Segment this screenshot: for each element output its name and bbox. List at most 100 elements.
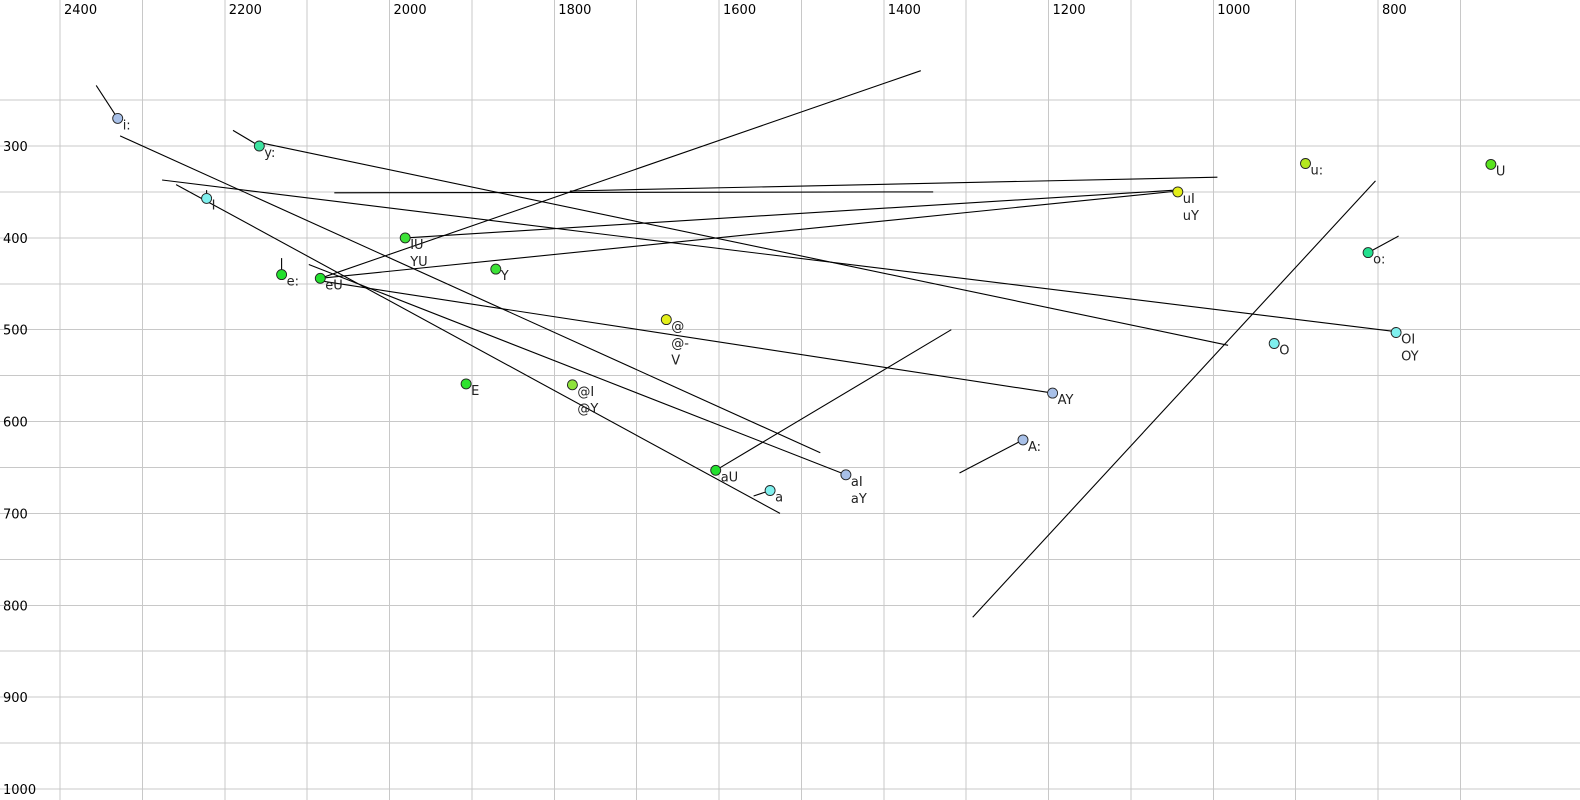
vowel-dot-aU	[710, 464, 722, 476]
trajectory-line	[334, 191, 934, 194]
y-tick-label-300: 300	[3, 140, 28, 155]
vowel-dot-e:	[276, 269, 288, 281]
trajectory-line	[1367, 235, 1399, 254]
y-tick-label-1000: 1000	[3, 783, 36, 798]
vowel-point-group: E	[460, 378, 479, 399]
trajectory-line	[959, 439, 1024, 474]
x-tick-label-1600: 1600	[723, 3, 756, 18]
vowel-dot-A:	[1017, 434, 1029, 446]
x-tick-label-1400: 1400	[888, 3, 921, 18]
vowel-point-group: i:	[112, 112, 131, 133]
vowel-dot-eU	[314, 272, 326, 284]
vowel-point-group: aI aY	[840, 469, 867, 507]
vowel-dot-i:	[112, 112, 124, 124]
vowel-point-group: eU	[314, 272, 343, 293]
vowel-dot-IU	[399, 232, 411, 244]
vowel-label-@Y: @Y	[577, 402, 598, 417]
vowel-point-group: @ @- V	[660, 314, 689, 369]
vowel-label-OY: OY	[1401, 350, 1419, 365]
vowel-label-@: @	[671, 320, 684, 335]
trajectory-line	[262, 142, 1229, 346]
vowel-label-aU: aU	[721, 470, 738, 485]
trajectory-line	[972, 180, 1376, 618]
vowel-dot-y:	[253, 140, 265, 152]
vowel-point-group: y:	[253, 140, 275, 161]
trajectory-line	[315, 279, 1053, 394]
vowel-label-IU: IU	[410, 238, 423, 253]
vowel-label-O: O	[1279, 344, 1289, 359]
vowel-point-group: U	[1485, 158, 1506, 179]
x-tick-label-800: 800	[1382, 3, 1407, 18]
vowel-label-uI: uI	[1183, 192, 1195, 207]
vowel-label-YU: YU	[409, 255, 427, 270]
x-tick-label-2200: 2200	[229, 3, 262, 18]
trajectory-line	[405, 189, 1177, 239]
vowel-label-aI: aI	[851, 475, 863, 490]
vowel-label-eU: eU	[325, 278, 343, 293]
x-tick-label-1200: 1200	[1053, 3, 1086, 18]
x-axis-tick-labels: 2400 2200 2000 1800 1600 1400 1200 1000 800	[64, 3, 1407, 18]
trajectory-line	[175, 184, 781, 514]
vowel-point-group: @I @Y	[566, 379, 598, 417]
vowel-dot-uI	[1172, 186, 1184, 198]
x-tick-label-1800: 1800	[558, 3, 591, 18]
vowel-label-I: I	[212, 198, 216, 213]
trajectory-line	[320, 70, 921, 279]
vowel-dot-o:	[1362, 247, 1374, 259]
vowel-label-e:: e:	[287, 275, 299, 290]
vowel-dot-Y	[490, 263, 502, 275]
vowel-point-group: IU YU	[399, 232, 428, 270]
vowel-point-group: A:	[1017, 434, 1041, 455]
data-point-layer: i: y: I IU YU e: eU Y @ @- V E @I @Y aU aI aY a AY A: uI uY u:…	[112, 112, 1506, 507]
vowel-label-A:: A:	[1028, 440, 1041, 455]
trajectory-line	[715, 329, 952, 471]
y-tick-label-700: 700	[3, 507, 28, 522]
vowel-point-group: u:	[1300, 158, 1324, 179]
vowel-dot-u:	[1300, 158, 1311, 169]
trajectory-line	[320, 190, 1178, 279]
vowel-dot-U	[1485, 158, 1497, 170]
vowel-label-Y: Y	[500, 269, 509, 284]
vowel-dot-aI	[840, 469, 852, 481]
y-tick-label-600: 600	[3, 416, 28, 431]
vowel-label-OI: OI	[1401, 333, 1415, 348]
vowel-point-group: aU	[710, 464, 738, 485]
vowel-dot-E	[460, 378, 472, 390]
vowel-dot-AY	[1047, 387, 1059, 399]
vowel-point-group: o:	[1362, 247, 1385, 268]
vowel-label-U: U	[1496, 164, 1506, 179]
vowel-dot-a	[764, 485, 776, 496]
vowel-label-i:: i:	[123, 118, 131, 133]
vowel-point-group: a	[764, 485, 783, 506]
vowel-point-group: e:	[276, 269, 299, 290]
y-axis-tick-labels: 300 400 500 600 700 800 900 1000	[3, 140, 36, 798]
vowel-label-@-: @-	[671, 337, 689, 352]
y-tick-label-400: 400	[3, 232, 28, 247]
trajectory-line	[95, 85, 119, 119]
vowel-label-@I: @I	[577, 385, 594, 400]
vowel-dot-@I	[566, 379, 578, 391]
vowel-label-o:: o:	[1373, 253, 1385, 268]
vowel-label-u:: u:	[1311, 164, 1324, 179]
vowel-point-group: AY	[1047, 387, 1073, 408]
vowel-label-aY: aY	[851, 492, 867, 507]
vowel-point-group: O	[1268, 338, 1289, 359]
trajectory-line	[569, 176, 1218, 192]
trajectory-line	[162, 179, 1396, 333]
x-tick-label-1000: 1000	[1217, 3, 1250, 18]
vowel-point-group: uI uY	[1172, 186, 1199, 224]
vowel-point-group: OI OY	[1390, 327, 1419, 365]
vowel-label-y:: y:	[264, 146, 275, 161]
y-tick-label-900: 900	[3, 691, 28, 706]
vowel-dot-O	[1268, 338, 1280, 349]
vowel-label-V: V	[671, 354, 680, 369]
x-tick-label-2000: 2000	[394, 3, 427, 18]
vowel-label-E: E	[471, 384, 479, 399]
vowel-label-a: a	[775, 491, 783, 506]
vowel-point-group: Y	[490, 263, 509, 284]
y-tick-label-800: 800	[3, 599, 28, 614]
vowel-label-uY: uY	[1183, 209, 1199, 224]
